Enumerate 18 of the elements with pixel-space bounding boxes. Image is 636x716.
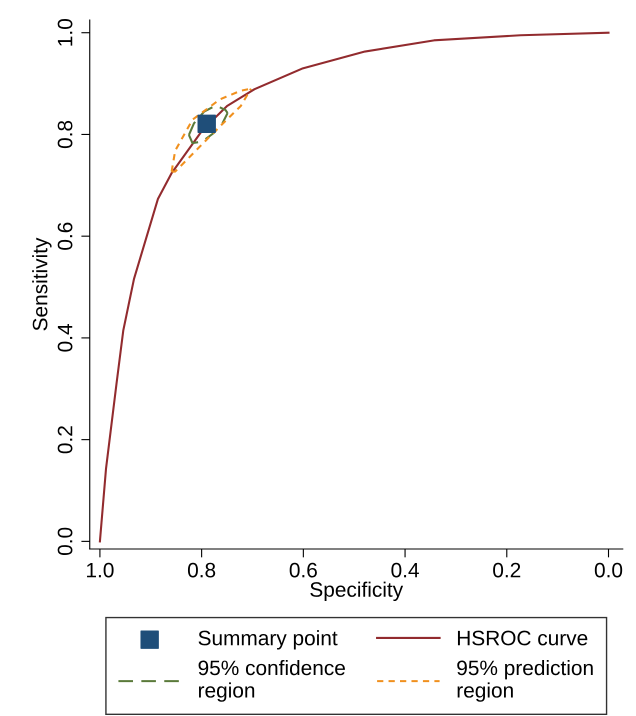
x-axis-title: Specificity: [310, 582, 404, 602]
x-tick-label: 0.8: [188, 562, 216, 578]
y-tick-label: 0.6: [58, 222, 72, 250]
y-tick-label: 0.4: [58, 324, 72, 352]
x-tick-label: 0.4: [391, 562, 419, 578]
y-axis-title: Sensitivity: [32, 238, 52, 330]
y-tick-label: 0.0: [58, 528, 72, 556]
legend-label: Summary point: [198, 630, 338, 650]
legend-label: HSROC curve: [458, 630, 588, 646]
legend-label: 95% prediction region: [457, 660, 593, 702]
x-tick-label: 0.2: [493, 562, 520, 578]
y-tick-label: 0.2: [58, 426, 72, 454]
legend-label: 95% confidence region: [198, 660, 345, 702]
y-tick-label: 1.0: [58, 19, 72, 46]
y-tick-label: 0.8: [58, 120, 72, 148]
x-tick-label: 1.0: [87, 562, 114, 578]
x-tick-label: 0.6: [290, 562, 317, 578]
x-tick-label: 0.0: [594, 562, 622, 578]
